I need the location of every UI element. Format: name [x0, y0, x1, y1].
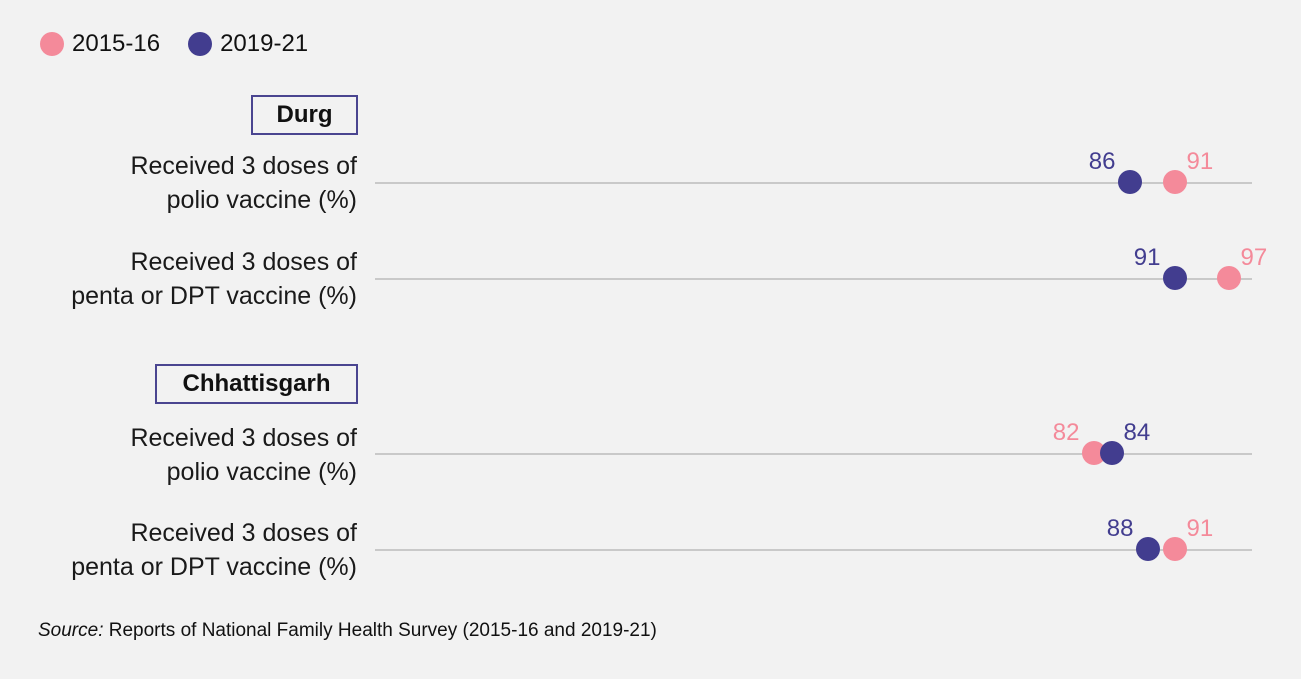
dot-2015-16: [1162, 537, 1187, 561]
legend: 2015-16 2019-21: [40, 30, 336, 58]
legend-item-2019-21: 2019-21: [188, 30, 308, 58]
value-label-2015-16: 97: [1240, 244, 1268, 271]
rail-durg-polio: [375, 182, 1252, 184]
dot-2019-21: [1135, 537, 1160, 561]
row-label-durg-polio: Received 3 doses of polio vaccine (%): [17, 149, 357, 217]
dot-2019-21: [1117, 170, 1142, 194]
legend-swatch-2015-16: [40, 32, 64, 56]
value-label-2015-16: 91: [1186, 515, 1214, 542]
legend-label-2015-16: 2015-16: [72, 30, 161, 57]
dot-2019-21: [1162, 266, 1187, 290]
value-label-2019-21: 84: [1123, 419, 1151, 446]
legend-swatch-2019-21: [188, 32, 213, 56]
row-label-chhattisgarh-polio: Received 3 doses of polio vaccine (%): [17, 421, 357, 489]
row-label-line1: Received 3 doses of: [130, 248, 357, 276]
source-prefix: Source:: [38, 620, 104, 641]
row-label-line2: penta or DPT vaccine (%): [71, 553, 357, 581]
row-label-chhattisgarh-dpt: Received 3 doses of penta or DPT vaccine…: [17, 516, 357, 584]
row-label-durg-dpt: Received 3 doses of penta or DPT vaccine…: [17, 245, 357, 313]
value-label-2019-21: 88: [1106, 515, 1134, 542]
dot-2019-21: [1099, 441, 1124, 465]
legend-item-2015-16: 2015-16: [40, 30, 160, 58]
value-label-2015-16: 91: [1186, 148, 1214, 175]
value-label-2015-16: 82: [1052, 419, 1080, 446]
row-label-line1: Received 3 doses of: [130, 519, 357, 547]
legend-label-2019-21: 2019-21: [220, 30, 309, 57]
row-label-line1: Received 3 doses of: [130, 424, 357, 452]
rail-chhattisgarh-dpt: [375, 549, 1252, 551]
value-label-2019-21: 91: [1133, 244, 1161, 271]
rail-durg-dpt: [375, 278, 1252, 280]
dot-2015-16: [1216, 266, 1241, 290]
source-note: Source: Reports of National Family Healt…: [38, 620, 657, 642]
row-label-line2: polio vaccine (%): [166, 186, 357, 214]
row-label-line2: penta or DPT vaccine (%): [71, 282, 357, 310]
dot-2015-16: [1162, 170, 1187, 194]
source-text: Reports of National Family Health Survey…: [103, 620, 657, 641]
row-label-line1: Received 3 doses of: [130, 152, 357, 180]
rail-chhattisgarh-polio: [375, 453, 1252, 455]
row-label-line2: polio vaccine (%): [166, 458, 357, 486]
value-label-2019-21: 86: [1088, 148, 1116, 175]
region-label-durg: Durg: [251, 95, 358, 135]
region-label-chhattisgarh: Chhattisgarh: [155, 364, 358, 404]
